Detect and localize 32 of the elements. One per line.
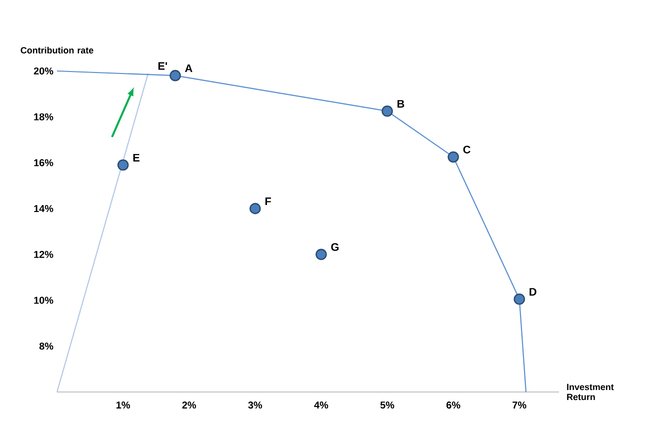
annotation: E	[133, 154, 140, 162]
y-tick-label: 18%	[34, 113, 54, 120]
y-tick-label: 8%	[39, 342, 54, 350]
y-tick-label: 10%	[34, 296, 54, 304]
x-tick-label: 4%	[314, 402, 328, 409]
annotation: G	[331, 243, 339, 251]
x-tick-label: 3%	[248, 402, 262, 409]
y-tick-label: 14%	[34, 205, 54, 212]
line-series	[56, 70, 527, 393]
x-tick-label: 1%	[116, 402, 130, 409]
x-tick-label: 2%	[182, 402, 196, 409]
annotation: B	[398, 100, 404, 108]
point	[382, 105, 393, 117]
x-tick-label: 5%	[380, 402, 394, 409]
annotation: D	[530, 288, 536, 296]
point	[448, 151, 459, 163]
annotation: A	[185, 64, 192, 72]
y-tick-label: 20%	[34, 67, 54, 75]
x-tick-label: 7%	[512, 402, 526, 409]
annotation: E'	[158, 62, 168, 70]
point	[117, 159, 129, 171]
point	[316, 248, 327, 260]
point	[514, 293, 526, 305]
x-axis-title: Investment Return	[567, 384, 614, 400]
point	[250, 202, 261, 214]
x-tick-label: 6%	[446, 402, 460, 409]
y-tick-label: 16%	[34, 159, 54, 166]
annotation: F	[265, 198, 271, 206]
annotation: C	[463, 146, 470, 154]
point	[170, 70, 181, 82]
y-axis-title: Contribution rate	[20, 46, 94, 54]
y-tick-label: 12%	[34, 250, 54, 258]
